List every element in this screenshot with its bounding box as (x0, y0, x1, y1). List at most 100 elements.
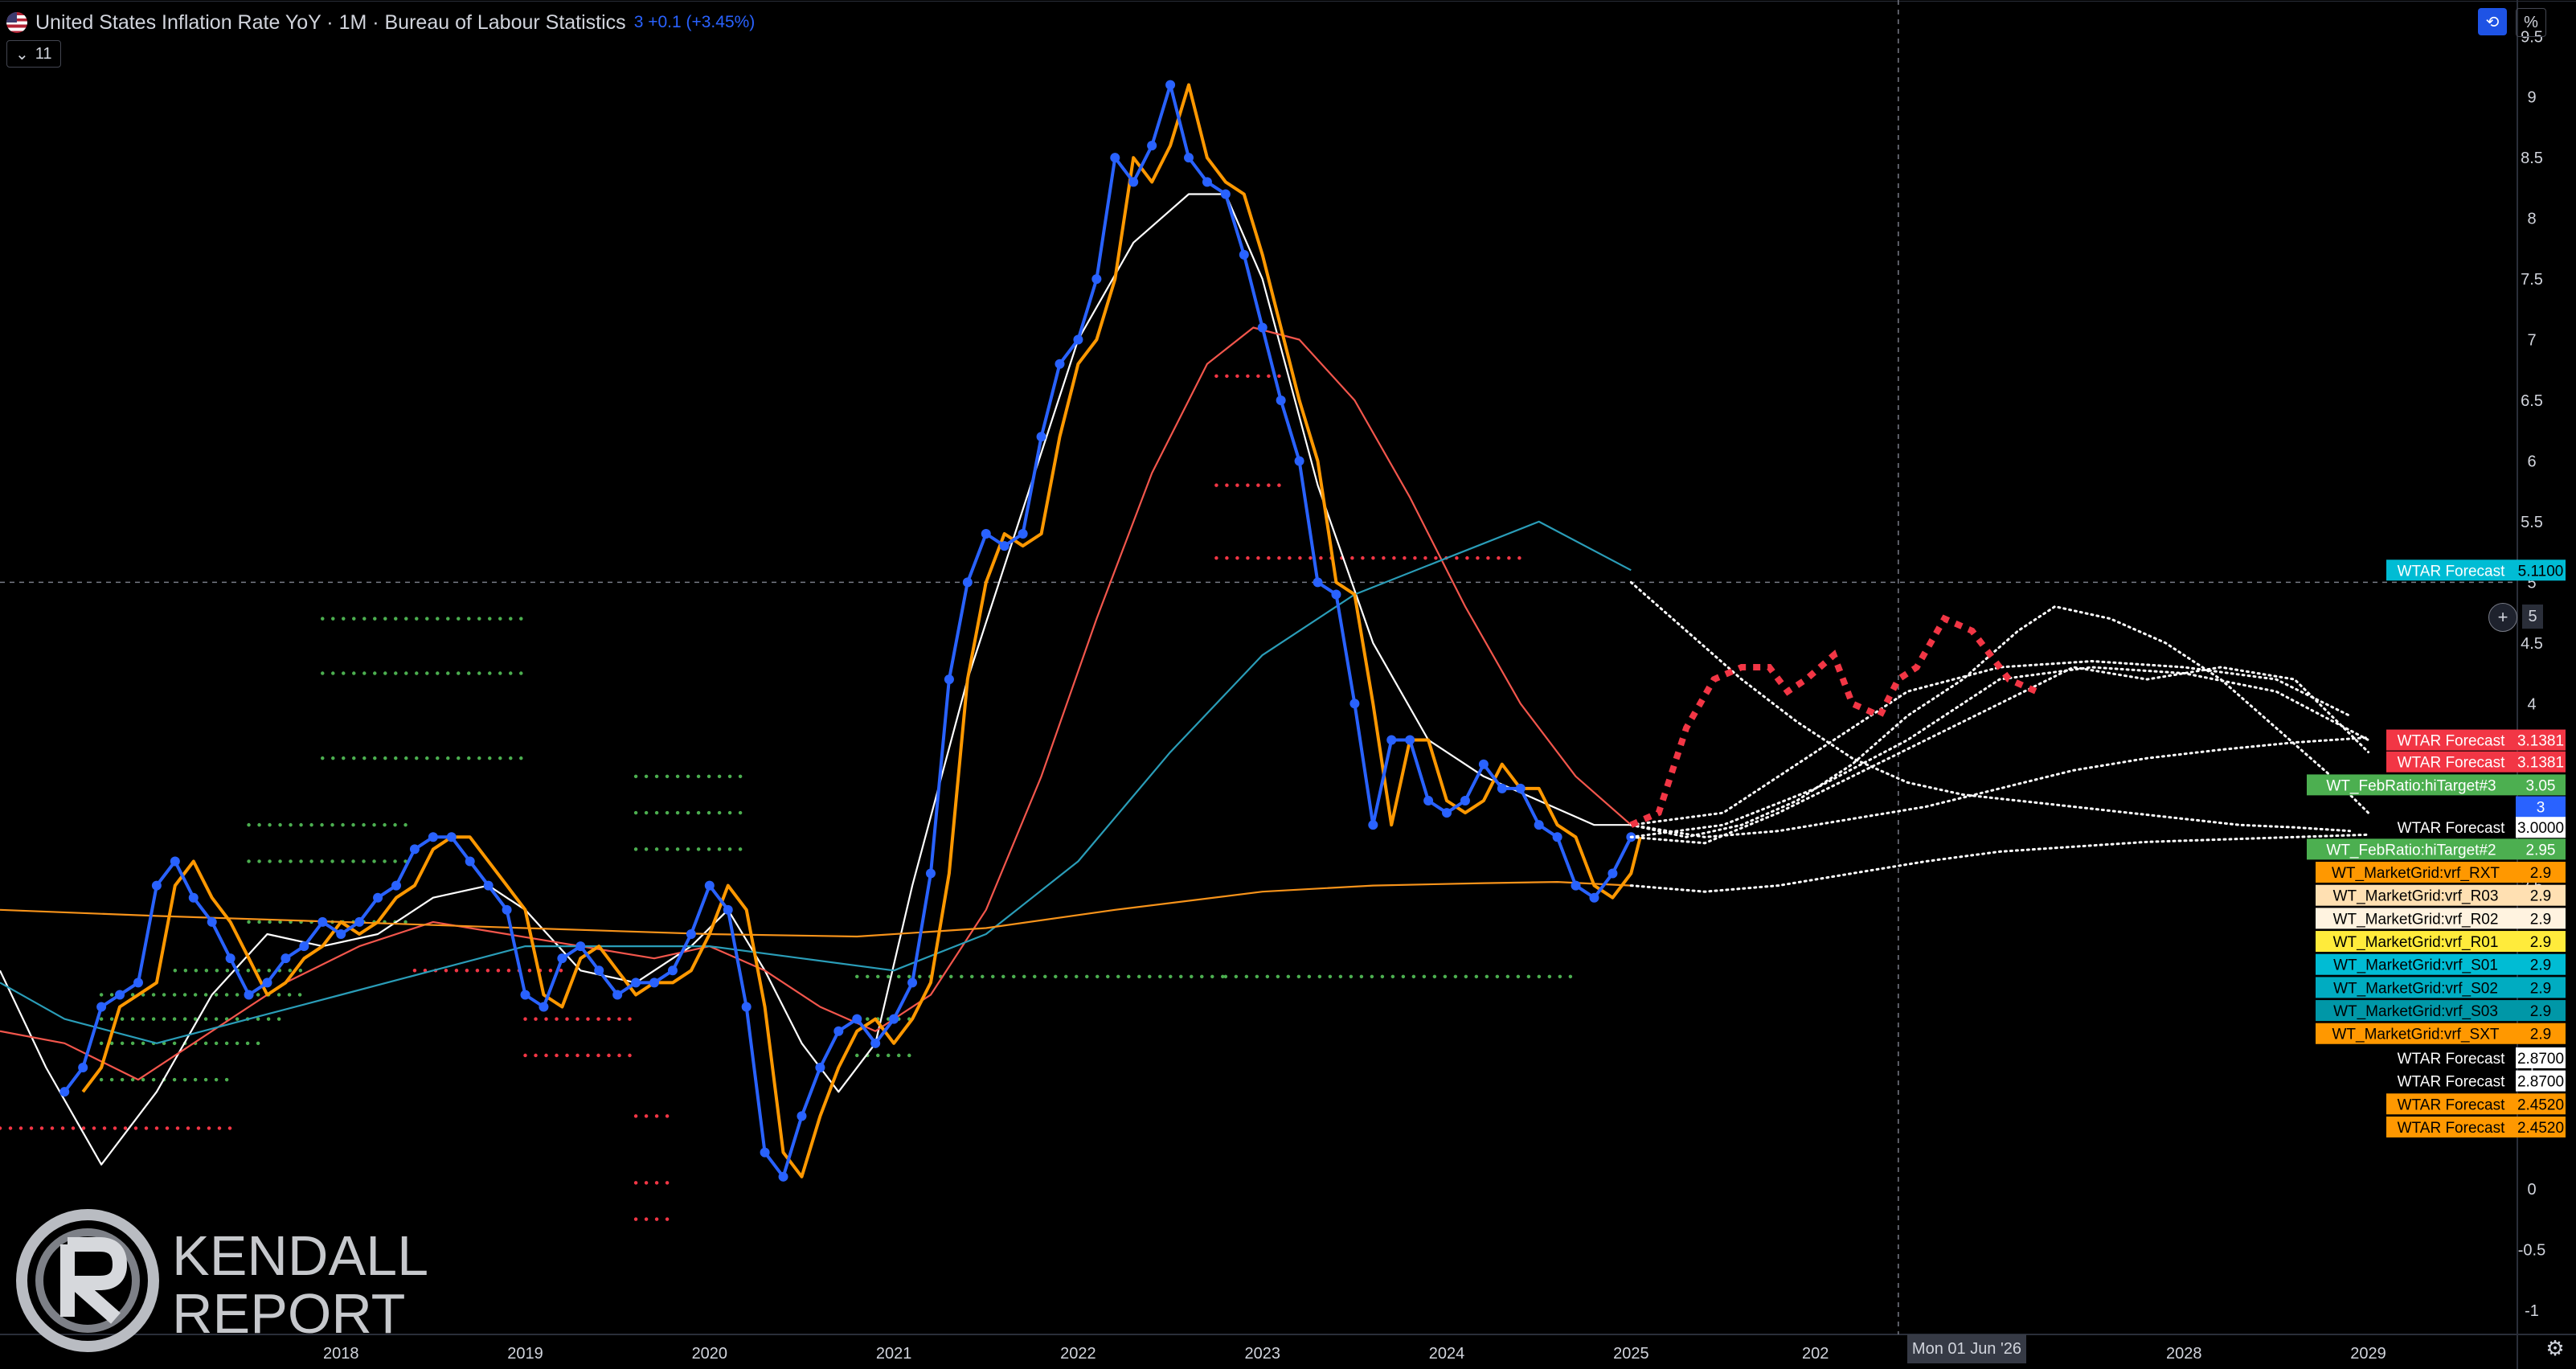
price-label-value: 3.05 (2526, 777, 2556, 794)
data-point-0-57 (1110, 153, 1120, 163)
price-label-name: WTAR Forecast (2398, 733, 2505, 750)
gear-icon[interactable]: ⚙ (2545, 1335, 2565, 1360)
forecast-path-3 (1629, 666, 2370, 845)
price-label-name-bg (2386, 559, 2516, 581)
data-point-0-60 (1165, 80, 1176, 90)
price-label-name: WT_MarketGrid:vrf_S02 (2333, 980, 2498, 997)
price-label-value: 2.4520 (2517, 1096, 2564, 1113)
price-label-value: 2.95 (2526, 842, 2556, 859)
data-point-0-28 (575, 941, 586, 952)
price-label-value-bg (2516, 817, 2566, 838)
data-point-0-5 (151, 880, 162, 891)
price-label-15: WTAR Forecast 2.8700 (2386, 1047, 2566, 1068)
x-tick-label: 2021 (876, 1345, 912, 1363)
data-point-0-66 (1276, 396, 1286, 405)
data-point-0-61 (1184, 153, 1194, 163)
data-point-0-56 (1091, 274, 1102, 285)
market-grid-levels (0, 374, 1578, 1221)
data-point-0-52 (1018, 529, 1028, 539)
price-label-value-bg (2516, 796, 2566, 818)
data-point-0-73 (1405, 735, 1415, 745)
crosshair-price-badge: 5 (2522, 605, 2543, 629)
data-point-0-71 (1368, 820, 1378, 830)
data-point-0-42 (833, 1026, 844, 1036)
data-point-0-8 (207, 916, 217, 927)
data-point-0-81 (1552, 832, 1562, 842)
price-label-value-bg (2516, 751, 2566, 773)
data-point-0-62 (1202, 177, 1212, 187)
price-label-name: WTAR Forecast (2398, 820, 2505, 837)
auto-scale-button[interactable]: ⟲ (2478, 8, 2507, 35)
price-label-3: WT_FebRatio:hiTarget#3 3.05 (2307, 774, 2566, 796)
price-label-name-bg (2386, 729, 2516, 751)
y-tick-label: 1 (2527, 1060, 2536, 1077)
y-tick-label: 9 (2527, 89, 2536, 107)
data-point-0-84 (1607, 868, 1618, 879)
data-point-0-1 (78, 1063, 88, 1072)
price-label-name-bg (2316, 953, 2516, 975)
logo-text-bottom: REPORT (172, 1282, 405, 1345)
data-point-0-26 (539, 1002, 549, 1012)
price-label-14: WT_MarketGrid:vrf_SXT 2.9 (2316, 1023, 2566, 1044)
data-point-0-23 (483, 880, 493, 891)
data-point-0-31 (631, 978, 641, 988)
data-point-0-63 (1220, 189, 1231, 199)
data-point-0-54 (1055, 359, 1065, 369)
chart-title[interactable]: United States Inflation Rate YoY · 1M · … (35, 10, 626, 34)
refresh-icon: ⟲ (2485, 13, 2500, 31)
data-point-0-39 (778, 1171, 788, 1182)
chevron-down-icon: ⌄ (15, 45, 29, 64)
price-label-value: 3.1381 (2517, 733, 2564, 750)
indicators-toggle-button[interactable]: ⌄ 11 (6, 40, 61, 68)
price-label-name: WT_MarketGrid:vrf_R01 (2333, 934, 2499, 951)
data-point-0-43 (852, 1014, 862, 1024)
add-alert-icon[interactable]: + (2488, 603, 2517, 632)
y-tick-label: -1 (2525, 1302, 2539, 1320)
forecast-layer (1629, 580, 2370, 893)
percent-label: % (2524, 13, 2538, 31)
price-label-10: WT_MarketGrid:vrf_R01 2.9 (2316, 931, 2566, 953)
data-point-0-22 (465, 856, 475, 867)
price-label-name-bg (2386, 1047, 2516, 1068)
price-label-1: WTAR Forecast 3.1381 (2386, 729, 2566, 751)
price-label-5: WTAR Forecast 3.0000 (2386, 817, 2566, 838)
data-point-0-74 (1423, 796, 1434, 805)
price-label-name: WTAR Forecast (2398, 1051, 2505, 1068)
data-point-0-75 (1442, 808, 1452, 818)
last-value: 3 +0.1 (+3.45%) (633, 13, 756, 31)
price-label-value: 2.9 (2530, 1003, 2551, 1020)
price-label-value-bg (2516, 559, 2566, 581)
data-point-0-13 (299, 941, 309, 952)
data-point-0-25 (520, 990, 530, 1000)
price-label-16: WTAR Forecast 2.8700 (2386, 1070, 2566, 1092)
price-label-value-bg (2516, 1116, 2566, 1137)
data-point-0-19 (409, 844, 420, 855)
price-label-4: 3 (2516, 796, 2566, 818)
data-point-0-68 (1313, 577, 1323, 588)
price-label-name: WT_FebRatio:hiTarget#2 (2326, 842, 2496, 859)
data-point-0-70 (1349, 699, 1360, 709)
price-label-value-bg (2516, 1093, 2566, 1115)
y-tick-label: 9.5 (2521, 28, 2543, 46)
price-label-name-bg (2316, 908, 2516, 929)
data-point-0-45 (889, 1014, 899, 1024)
data-point-0-48 (944, 674, 954, 685)
price-label-name-bg (2386, 1093, 2516, 1115)
data-point-0-18 (391, 880, 402, 891)
data-point-0-14 (317, 916, 328, 927)
data-point-0-47 (925, 868, 936, 879)
price-label-value-bg (2516, 884, 2566, 906)
price-label-value: 2.8700 (2517, 1074, 2564, 1091)
forecast-path-2 (1629, 605, 2370, 838)
percent-scale-button[interactable]: % (2516, 8, 2546, 37)
price-label-value: 2.9 (2530, 1027, 2551, 1043)
price-label-name: WTAR Forecast (2398, 755, 2505, 772)
price-label-value: 2.9 (2530, 865, 2551, 882)
price-label-value-bg (2516, 931, 2566, 953)
x-tick-label: 2023 (1244, 1345, 1280, 1363)
data-point-0-33 (667, 965, 678, 976)
data-point-0-53 (1036, 432, 1046, 442)
price-label-name: WT_MarketGrid:vrf_RXT (2332, 865, 2500, 882)
